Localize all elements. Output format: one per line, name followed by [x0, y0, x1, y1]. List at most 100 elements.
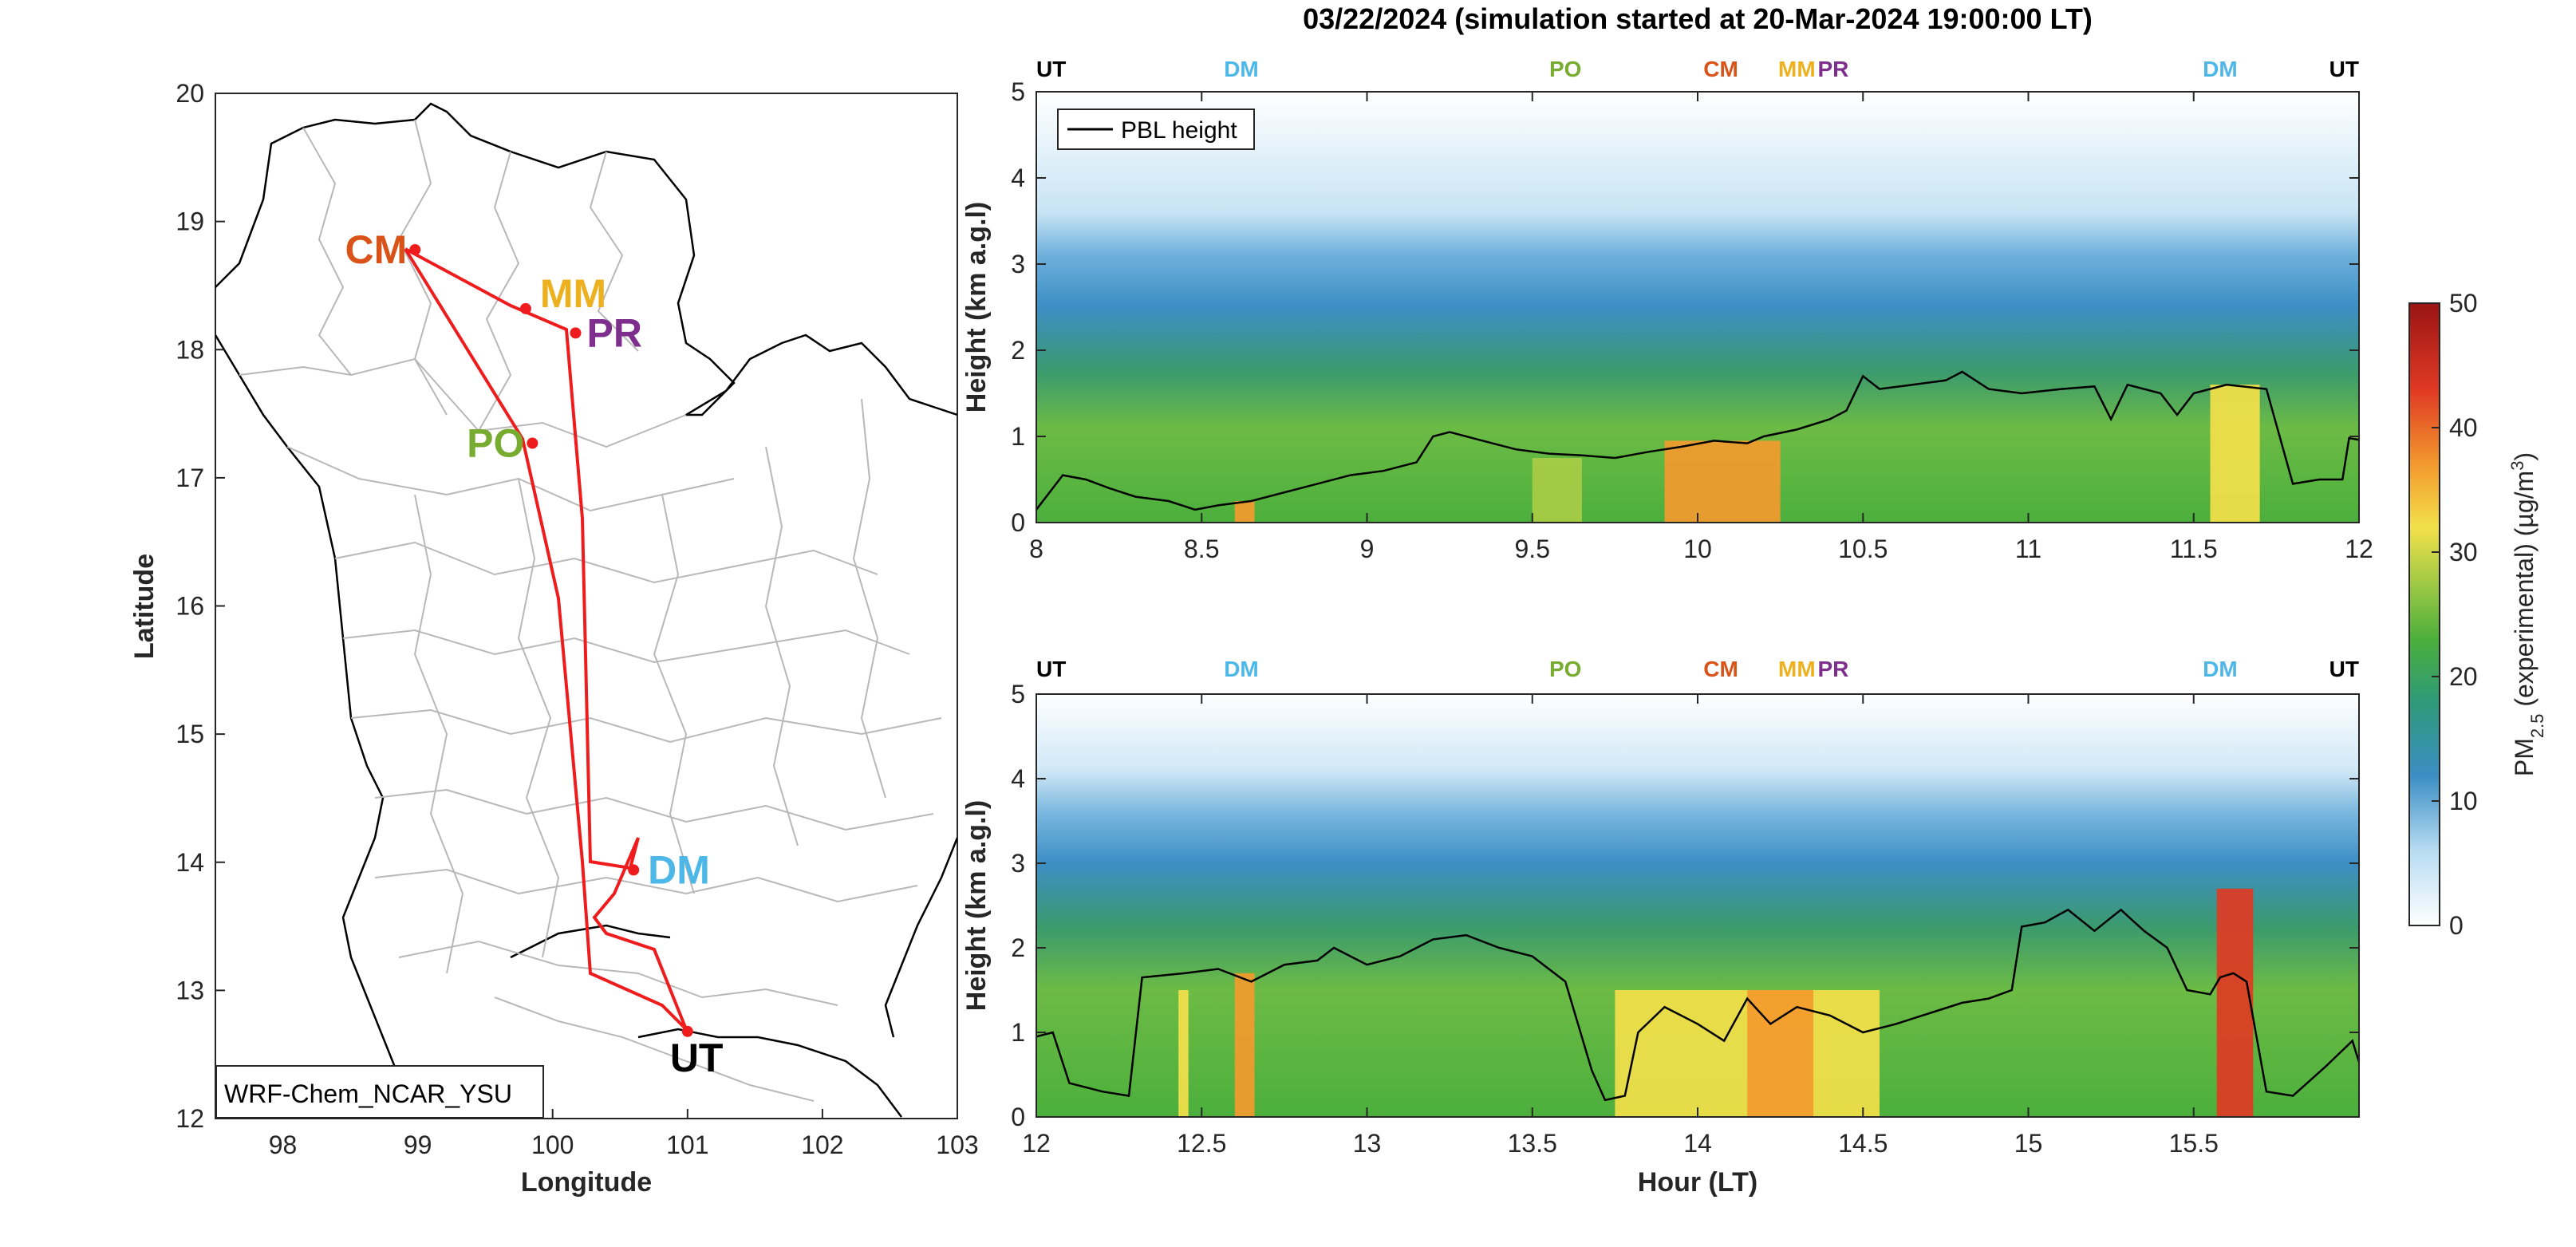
x-tick-label: 9 [1360, 535, 1375, 563]
x-tick-label: 12 [2345, 535, 2373, 563]
colorbar-label: PM2.5 (experimental) (µg/m3) [2507, 452, 2547, 776]
map-site-label: DM [648, 847, 710, 892]
province-boundaries [239, 119, 942, 1102]
map-x-tick-label: 98 [269, 1131, 298, 1159]
model-label-box [215, 1065, 544, 1119]
xticks-top: 8 8.5 9 9.5 10 10.5 11 11.5 12 [1029, 92, 2373, 563]
y-tick-label: 3 [1011, 849, 1025, 878]
pm25-hotspots-bottom [1178, 888, 2254, 1117]
y-tick-label: 0 [1011, 508, 1025, 537]
ylabel-bottom: Height (km a.g.l) [961, 800, 992, 1011]
map-site-dot [681, 1025, 693, 1037]
site-marker-label: CM [1703, 657, 1738, 681]
pbl-line-bottom [1036, 908, 2359, 1102]
y-tick-label: 1 [1011, 422, 1025, 451]
route-line [404, 247, 688, 1031]
colorbar: 0 10 20 30 40 50 PM2.5 (experimental) (µg/m3) [2408, 289, 2547, 940]
map-site-label: MM [540, 271, 606, 316]
y-tick-label: 1 [1011, 1018, 1025, 1047]
pm25-hotspot [1234, 501, 1255, 523]
x-tick-label: 11 [2015, 535, 2041, 563]
site-marker-label: UT [1036, 657, 1066, 681]
colorbar-ticks: 0 10 20 30 40 50 [2432, 289, 2478, 940]
map-y-tick-label: 16 [176, 592, 204, 621]
pm25-hotspot [1532, 458, 1582, 523]
map-y-tick-label: 14 [176, 848, 204, 877]
map-y-tick-label: 19 [176, 207, 204, 236]
map-x-tick-label: 101 [666, 1131, 708, 1159]
map-boundaries [215, 102, 957, 1118]
colorbar-gradient [2408, 302, 2440, 926]
site-marker-label: MM [1778, 57, 1816, 81]
map-y-tick-label: 12 [176, 1104, 204, 1133]
x-tick-label: 15.5 [2169, 1129, 2219, 1158]
site-marker-label: PR [1817, 57, 1848, 81]
map-yticks: 12 13 14 15 16 17 18 19 20 [176, 79, 225, 1133]
xlabel-bottom: Hour (LT) [1638, 1167, 1757, 1198]
colorbar-label-text: PM [2510, 738, 2539, 776]
x-tick-label: 11.5 [2170, 535, 2218, 563]
site-markers-top: UT DM PO CM MM PR DM UT [1036, 57, 2359, 81]
figure-title: 03/22/2024 (simulation started at 20-Mar… [1303, 2, 2093, 35]
map-ylabel: Latitude [129, 554, 160, 659]
y-tick-label: 4 [1011, 764, 1025, 793]
map-site-dot [570, 327, 582, 339]
map-y-tick-label: 15 [176, 720, 204, 748]
pm25-hotspots-top [1234, 385, 2260, 523]
x-tick-label: 14 [1683, 1129, 1712, 1158]
yticks-top: 0 1 2 3 4 5 [1011, 77, 2359, 537]
site-marker-label: MM [1778, 657, 1816, 681]
y-tick-label: 0 [1011, 1103, 1025, 1131]
map-x-tick-label: 100 [531, 1131, 574, 1159]
map-x-tick-label: 102 [801, 1131, 843, 1159]
pm25-hotspot [2210, 385, 2260, 523]
site-marker-label: PO [1549, 57, 1581, 81]
map-y-tick-label: 13 [176, 976, 204, 1004]
site-marker-label: DM [2203, 657, 2238, 681]
map-site-label: PR [586, 310, 641, 355]
x-tick-label: 10.5 [1838, 535, 1888, 563]
site-marker-label: UT [2329, 657, 2359, 681]
site-marker-label: DM [1224, 57, 1259, 81]
site-marker-label: PO [1549, 657, 1581, 681]
pm25-hotspot [1664, 440, 1781, 523]
site-marker-label: DM [2203, 57, 2238, 81]
colorbar-tick-label: 40 [2449, 413, 2478, 442]
y-tick-label: 2 [1011, 933, 1025, 962]
map-y-tick-label: 18 [176, 335, 204, 364]
map-site-dot [409, 243, 421, 255]
x-tick-label: 13 [1353, 1129, 1382, 1158]
map-x-tick-label: 99 [404, 1131, 432, 1159]
colorbar-tick-label: 10 [2449, 787, 2478, 815]
map-site-dot [527, 437, 538, 449]
x-tick-label: 15 [2014, 1129, 2043, 1158]
map-axes-box [215, 93, 958, 1119]
map-xlabel: Longitude [521, 1167, 652, 1198]
colorbar-tick-label: 0 [2449, 911, 2464, 940]
y-tick-label: 5 [1011, 77, 1025, 106]
y-tick-label: 5 [1011, 680, 1025, 708]
legend: PBL height [1057, 109, 1255, 150]
colorbar-tick-label: 50 [2449, 289, 2478, 318]
x-tick-label: 12.5 [1177, 1129, 1226, 1158]
y-tick-label: 4 [1011, 164, 1025, 192]
x-tick-label: 12 [1022, 1129, 1051, 1158]
model-label: WRF-Chem_NCAR_YSU [224, 1079, 512, 1108]
pm25-hotspot [1178, 990, 1189, 1117]
x-tick-label: 13.5 [1508, 1129, 1557, 1158]
country-border [215, 102, 957, 1118]
x-tick-label: 9.5 [1515, 535, 1550, 563]
map-xticks: 98 99 100 101 102 103 [269, 1109, 979, 1159]
y-tick-label: 2 [1011, 336, 1025, 365]
map-y-tick-label: 20 [176, 79, 204, 108]
map-site-label: CM [345, 227, 407, 272]
site-marker-label: DM [1224, 657, 1259, 681]
site-marker-label: UT [1036, 57, 1066, 81]
yticks-bottom: 0 1 2 3 4 5 [1011, 680, 2359, 1131]
map-y-tick-label: 17 [176, 464, 204, 492]
